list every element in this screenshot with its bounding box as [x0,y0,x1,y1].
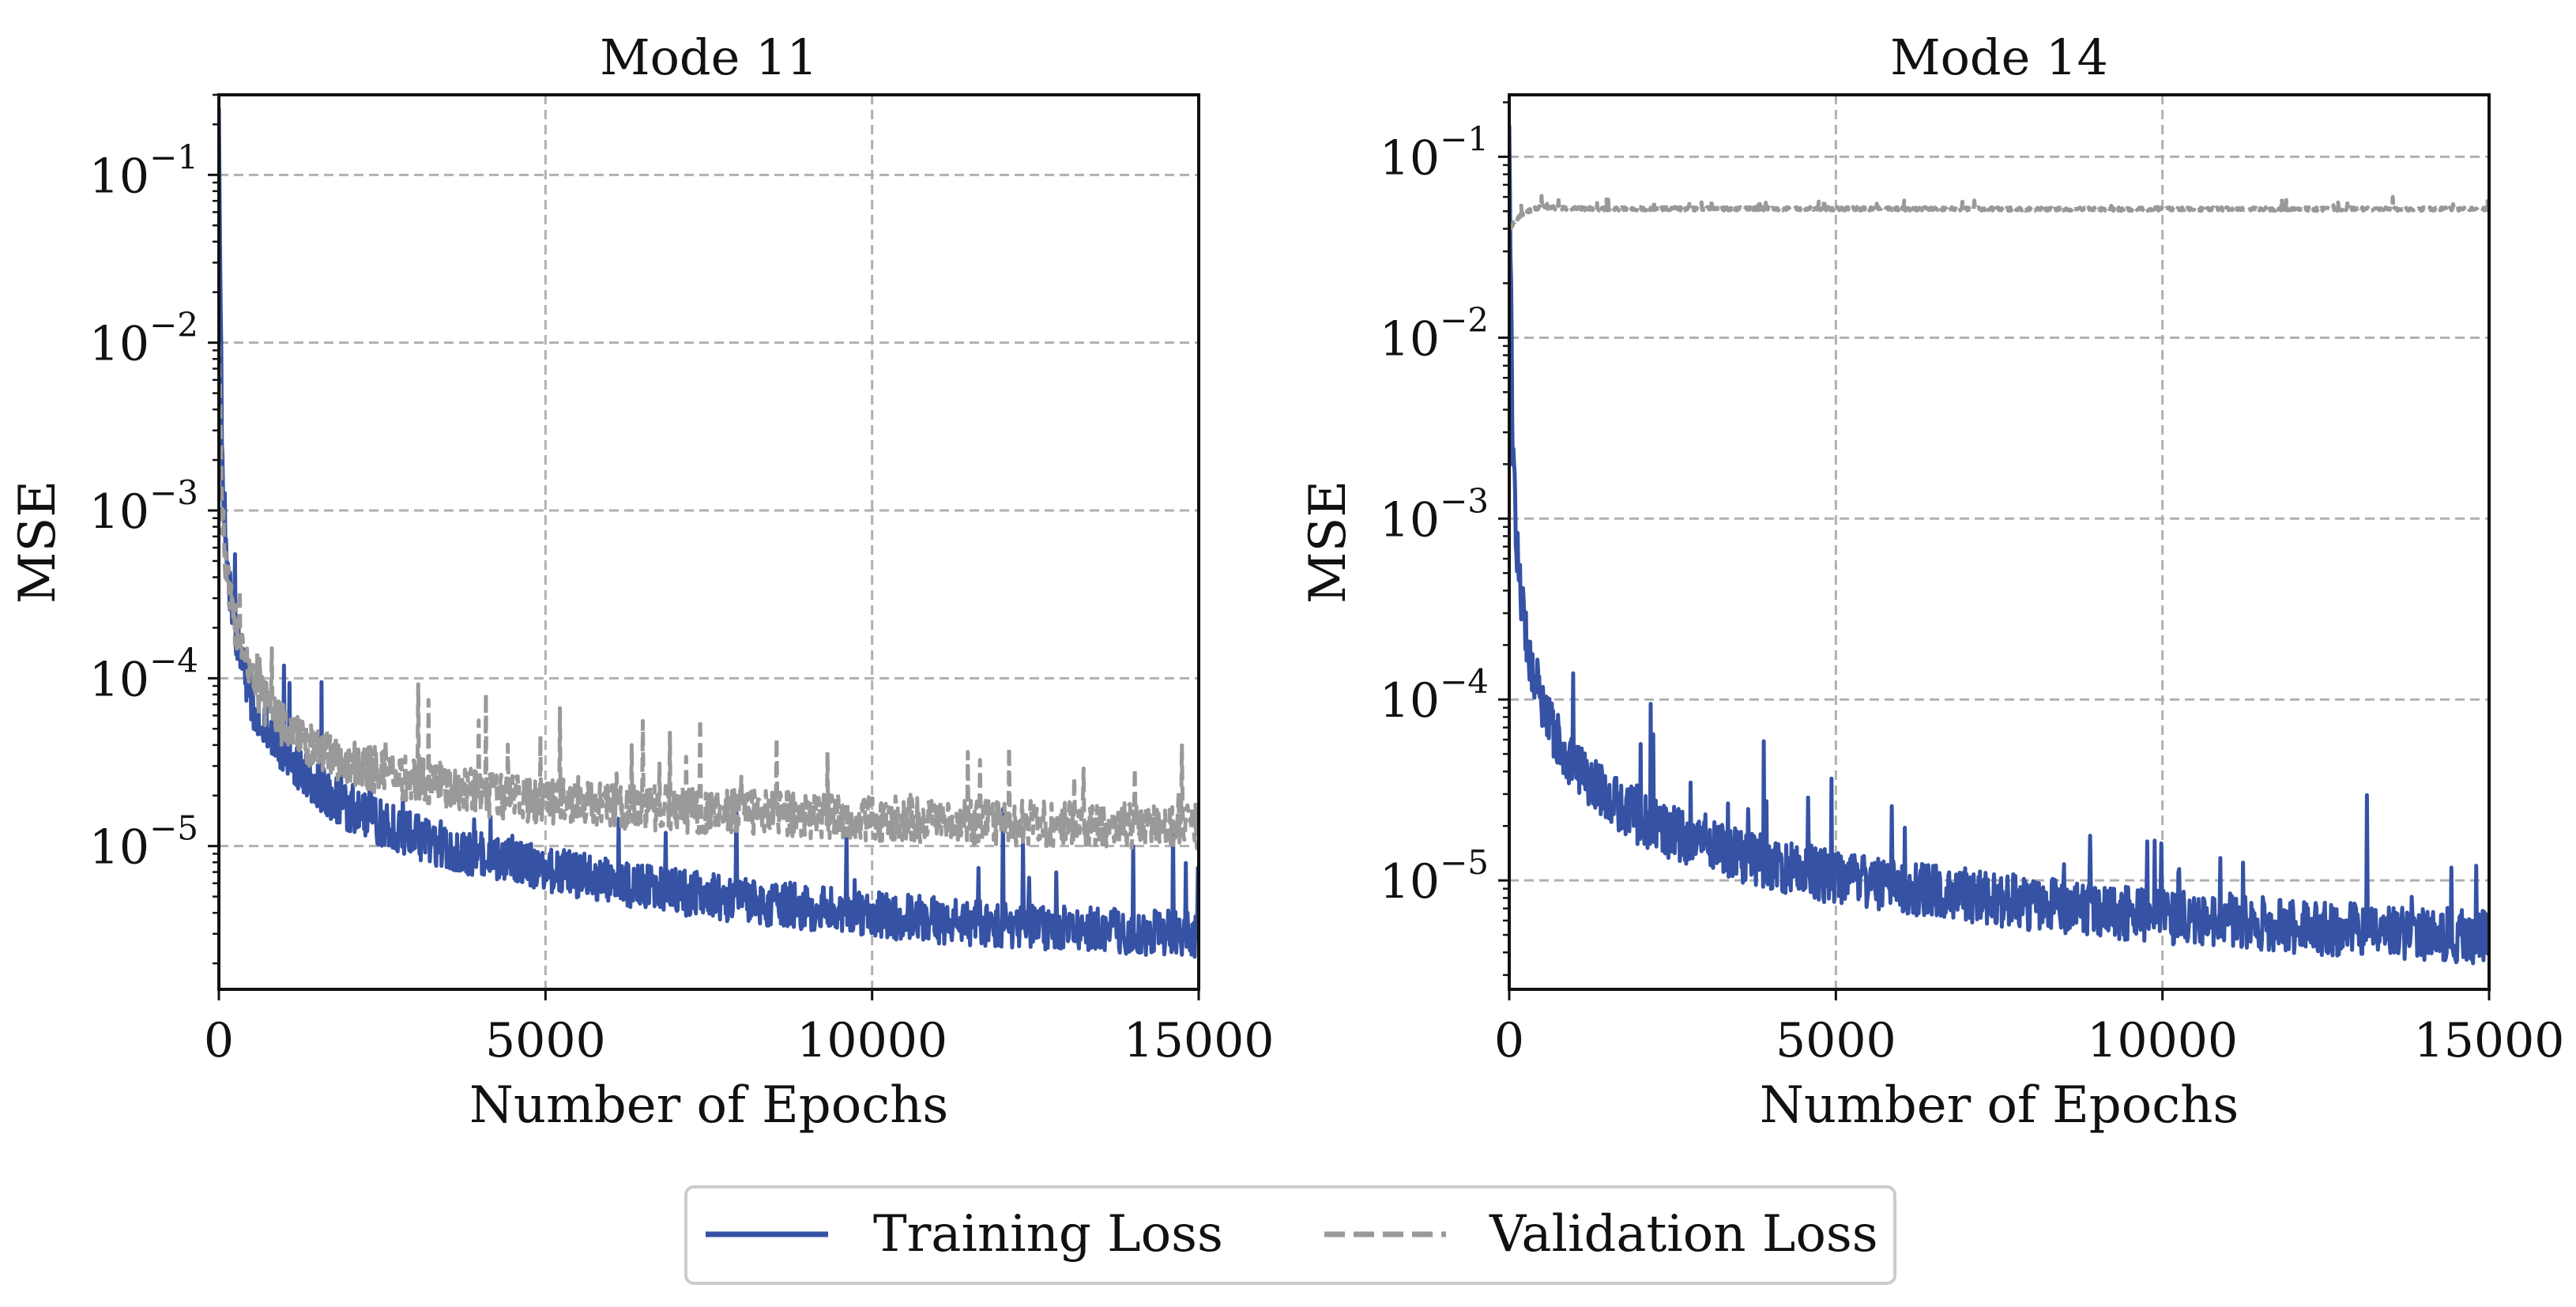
x-tick-label: 10000 [2087,1013,2238,1068]
y-tick-label: 10−4 [89,641,198,707]
legend-training-label: Training Loss [873,1205,1223,1264]
subplot-mode-11: 0 5000 10000 15000 10−1 10−2 10−3 10−4 10−5 Mode… [9,28,1274,1135]
x-axis-label: Number of Epochs [469,1076,948,1135]
subplot-mode-14: 0 5000 10000 15000 10−1 10−2 10−3 10−4 10−5 Mode… [1299,28,2564,1135]
x-tick-label: 10000 [797,1013,947,1068]
y-tick-label: 10−3 [1380,481,1489,548]
y-tick-label: 10−5 [1380,843,1489,910]
y-tick-label: 10−1 [89,137,198,204]
x-tick-label: 0 [1494,1013,1524,1068]
chart-title: Mode 14 [1890,28,2108,86]
x-axis-label: Number of Epochs [1760,1076,2239,1135]
legend-validation-label: Validation Loss [1489,1205,1878,1264]
y-axis-label: MSE [1299,480,1358,604]
chart-title: Mode 11 [600,28,818,86]
x-tick-label: 5000 [485,1013,606,1068]
y-tick-label: 10−3 [89,473,198,540]
y-tick-label: 10−1 [1380,119,1489,186]
x-tick-label: 0 [204,1013,234,1068]
y-tick-label: 10−5 [89,809,198,876]
plot-frame [217,93,1200,991]
validation-loss-line [1509,194,2489,231]
validation-loss-line [219,342,1199,851]
y-tick-label: 10−2 [89,306,198,372]
y-tick-label: 10−4 [1380,662,1489,729]
legend: Training Loss Validation Loss [684,1185,1896,1285]
x-tick-label: 5000 [1776,1013,1896,1068]
plot-frame [1508,93,2491,991]
x-tick-label: 15000 [2414,1013,2565,1068]
y-tick-label: 10−2 [1380,300,1489,367]
y-axis-label: MSE [9,480,67,604]
x-tick-label: 15000 [1124,1013,1275,1068]
training-loss-line [1509,125,2489,966]
legend-box [684,1185,1896,1285]
training-loss-line [219,107,1199,959]
